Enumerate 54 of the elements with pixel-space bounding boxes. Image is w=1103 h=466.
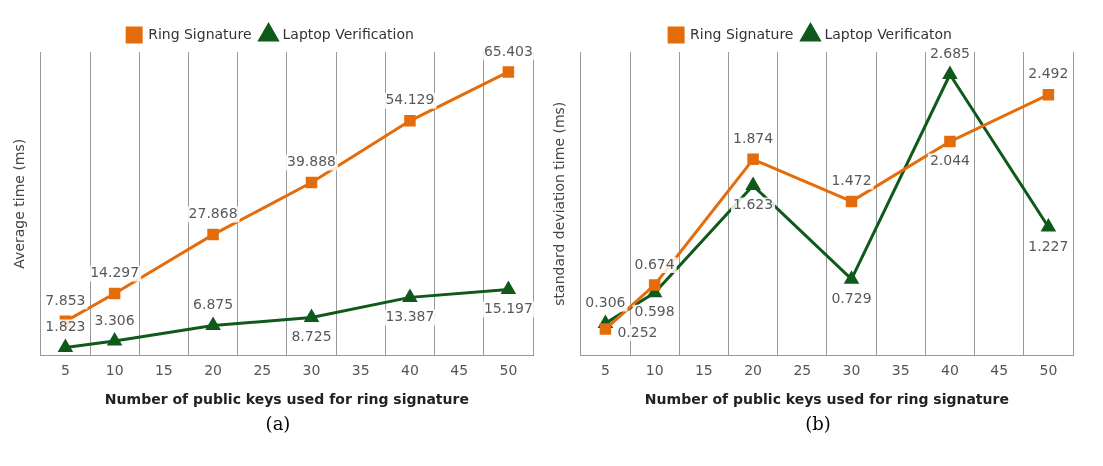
data-label: 0.252 xyxy=(617,323,658,340)
x-tick-label: 35 xyxy=(891,362,910,379)
y-axis-title: standard deviation time (ms) xyxy=(551,101,568,306)
x-tick-label: 10 xyxy=(645,362,664,379)
x-tick-label: 50 xyxy=(1039,362,1058,379)
x-axis-title: Number of public keys used for ring signature xyxy=(644,391,1009,408)
legend-label: Ring Signature xyxy=(690,25,794,42)
data-label: 0.729 xyxy=(831,289,872,306)
data-label: 2.492 xyxy=(1028,65,1069,82)
x-tick-label: 30 xyxy=(842,362,861,379)
legend-label: Laptop Verificaton xyxy=(824,25,952,42)
text: (b) xyxy=(804,413,832,434)
x-tick-label: 40 xyxy=(401,362,419,379)
x-tick-label: 45 xyxy=(990,362,1009,379)
data-label: 2.044 xyxy=(929,152,971,169)
x-tick-label: 20 xyxy=(204,362,222,379)
data-label: 8.725 xyxy=(291,328,332,345)
data-label: 3.306 xyxy=(94,311,135,328)
x-tick-label: 20 xyxy=(744,362,762,379)
text: (a) xyxy=(264,413,292,434)
x-tick-label: 10 xyxy=(105,362,124,379)
data-label: 1.874 xyxy=(733,129,774,146)
data-label: 2.685 xyxy=(929,45,970,62)
data-label: 0.674 xyxy=(634,255,675,272)
x-tick-label: 15 xyxy=(154,362,173,379)
data-label: 65.403 xyxy=(483,42,533,59)
y-axis-title: Average time (ms) xyxy=(11,138,28,269)
data-label: 27.868 xyxy=(188,205,238,222)
legend-label: Ring Signature xyxy=(148,25,252,42)
x-axis-title: Number of public keys used for ring signature xyxy=(104,391,469,408)
data-label: 1.472 xyxy=(831,172,872,189)
x-tick-label: 45 xyxy=(450,362,469,379)
x-tick-label: 30 xyxy=(302,362,321,379)
data-label: 1.623 xyxy=(733,196,774,213)
legend-label: Laptop Verification xyxy=(282,25,414,42)
data-label: 7.853 xyxy=(45,292,86,308)
data-label: 39.888 xyxy=(287,153,337,170)
x-tick-label: 5 xyxy=(60,362,70,379)
data-label: 13.387 xyxy=(385,308,435,325)
x-tick-label: 25 xyxy=(793,362,812,379)
data-label: 1.823 xyxy=(45,318,86,335)
x-tick-label: 35 xyxy=(351,362,370,379)
x-tick-label: 5 xyxy=(600,362,610,379)
data-label: 0.598 xyxy=(634,303,675,320)
data-label: 0.306 xyxy=(585,294,626,311)
x-tick-label: 25 xyxy=(253,362,272,379)
data-label: 54.129 xyxy=(385,91,435,108)
x-tick-label: 15 xyxy=(694,362,713,379)
data-label: 1.227 xyxy=(1028,237,1069,254)
data-label: 15.197 xyxy=(483,300,533,317)
data-label: 14.297 xyxy=(90,264,140,281)
x-tick-label: 40 xyxy=(941,362,959,379)
data-label: 6.875 xyxy=(193,296,234,313)
x-tick-label: 50 xyxy=(499,362,518,379)
